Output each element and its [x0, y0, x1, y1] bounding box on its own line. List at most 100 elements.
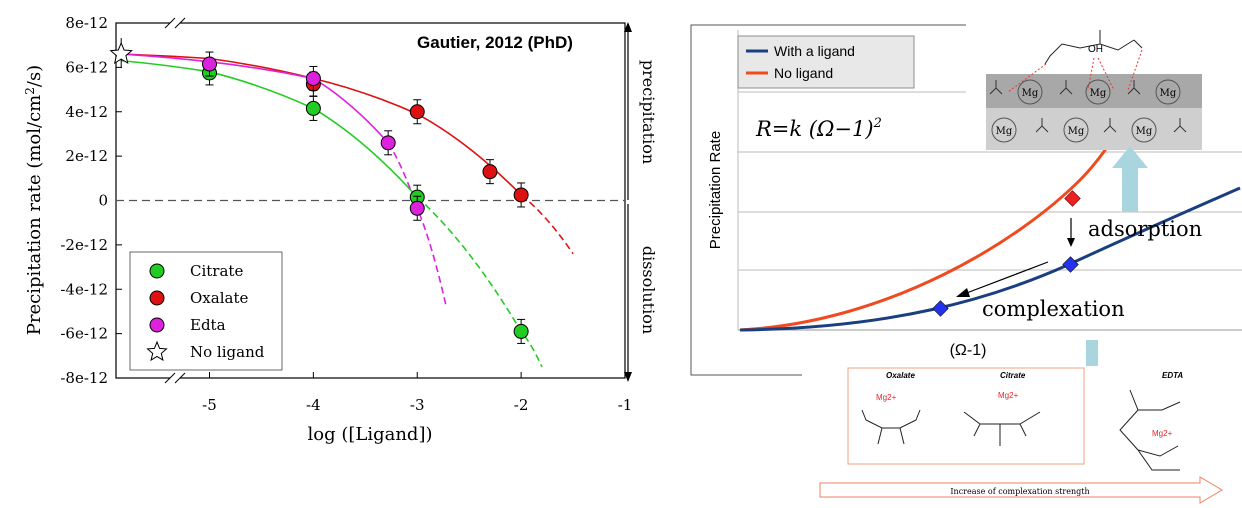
- top-break-mark: [164, 17, 176, 29]
- mg-ion: [1131, 117, 1157, 143]
- y-tick-label: 0: [98, 192, 108, 210]
- complexation-strength-label: Increase of complexation strength: [950, 487, 1089, 496]
- carbonate-group: [1173, 118, 1187, 133]
- y-tick-label: -8e-12: [60, 369, 108, 387]
- no-ligand-marker: [1064, 190, 1081, 207]
- carbonate-group: [1127, 80, 1141, 95]
- mg-ion: [991, 117, 1017, 143]
- no-ligand-point: [109, 41, 133, 65]
- dissolution-label: dissolution: [639, 246, 658, 334]
- y-tick-label: -6e-12: [60, 325, 108, 343]
- top-break-mark: [174, 17, 186, 29]
- legend-marker: [146, 340, 168, 362]
- citrate-point: [305, 100, 321, 116]
- legend-marker: [149, 290, 165, 306]
- bond-dashed: [1127, 49, 1143, 91]
- edta-skeleton: [1119, 389, 1181, 471]
- precipitation-arrowhead: [624, 22, 632, 32]
- oxalate-mg: Mg2+: [876, 393, 897, 402]
- adsorption-label: adsorption: [1088, 217, 1202, 241]
- precipitation-label: precipitation: [639, 60, 658, 164]
- citrate-skeleton: [963, 411, 1041, 446]
- x-tick-label: -2: [514, 396, 529, 414]
- chart-title: Gautier, 2012 (PhD): [417, 33, 573, 52]
- carbonate-group: [989, 80, 1003, 95]
- ligand-marker-adsorption: [1062, 256, 1079, 273]
- oxalate-point: [409, 104, 425, 120]
- mg-ion: [1155, 79, 1181, 105]
- oxalate-point: [482, 164, 498, 180]
- adsorbed-citrate-skeleton: [1044, 30, 1143, 65]
- complexation-arrow: [963, 261, 1049, 295]
- y-tick-label: 6e-12: [65, 58, 108, 76]
- y-tick-label: -4e-12: [60, 280, 108, 298]
- right-y-axis-label: Precipitation Rate: [707, 131, 724, 249]
- carbonate-group: [1035, 118, 1049, 133]
- y-tick-label: 8e-12: [65, 14, 108, 32]
- bond-dashed: [1097, 57, 1115, 91]
- edta-point: [201, 56, 217, 72]
- mg-ion-label: Mg: [996, 126, 1013, 137]
- mg-ion-label: Mg: [1136, 126, 1153, 137]
- right-x-axis-label: (Ω-1): [950, 342, 987, 359]
- adsorbed-citrate-oh: OH: [1088, 44, 1103, 55]
- complexation-label: complexation: [982, 297, 1125, 321]
- mg-ion-label: Mg: [1022, 88, 1039, 99]
- complexation-arrowhead: [956, 288, 970, 297]
- oxalate-point: [513, 187, 529, 203]
- oxalate-skeleton: [861, 409, 921, 445]
- fit-curve-extrapolated: [416, 196, 543, 368]
- with-ligand-curve: [739, 186, 1241, 332]
- x-axis-label: log ([Ligand]): [307, 424, 432, 445]
- x-tick-label: -3: [410, 396, 425, 414]
- carbonate-group: [1103, 118, 1117, 133]
- fit-curve: [121, 53, 389, 144]
- fit-curve: [121, 59, 418, 198]
- legend-with-ligand: With a ligand: [774, 43, 855, 59]
- carbonate-group: [1059, 80, 1073, 95]
- edta-point: [380, 135, 396, 151]
- edta-mg: Mg2+: [1152, 429, 1173, 438]
- legend-label: Oxalate: [190, 289, 248, 307]
- x-tick-label: -1: [618, 396, 633, 414]
- legend-label: No ligand: [190, 343, 265, 361]
- legend-marker: [149, 263, 165, 279]
- right-diagram: With a ligand No ligand R=k (Ω−1)2 adsor…: [690, 0, 1242, 508]
- mg-ion-label: Mg: [1160, 88, 1177, 99]
- y-tick-label: 4e-12: [65, 103, 108, 121]
- x-tick-label: -5: [202, 396, 217, 414]
- mg-ion: [1063, 117, 1089, 143]
- legend-label: Edta: [190, 316, 226, 334]
- citrate-label: Citrate: [1000, 371, 1026, 380]
- edta-label: EDTA: [1162, 371, 1183, 380]
- right-legend-box: [737, 35, 915, 89]
- fit-curve-extrapolated: [520, 194, 574, 255]
- citrate-point: [513, 323, 529, 339]
- bond-dashed: [1087, 57, 1095, 91]
- y-tick-label: 2e-12: [65, 147, 108, 165]
- dissolution-arrowhead: [624, 372, 632, 382]
- legend-label: Citrate: [190, 262, 243, 280]
- fit-curve-extrapolated: [387, 142, 448, 308]
- bottom-break-mark: [164, 372, 176, 384]
- adsorption-up-arrow: [1112, 146, 1148, 212]
- adsorption-arrowhead: [1067, 238, 1075, 247]
- ligand-marker-complexation: [932, 300, 949, 317]
- mg-ion: [1085, 79, 1111, 105]
- legend-marker: [149, 317, 165, 333]
- y-axis-label: Precipitation rate (mol/cm2/s): [23, 65, 45, 335]
- edta-point: [305, 70, 321, 86]
- bottom-break-mark: [174, 372, 186, 384]
- citrate-mg: Mg2+: [998, 391, 1019, 400]
- y-tick-label: -2e-12: [60, 236, 108, 254]
- legend-no-ligand: No ligand: [774, 65, 833, 81]
- mg-ion-label: Mg: [1090, 88, 1107, 99]
- mg-ion: [1017, 79, 1043, 105]
- structures-box: [847, 367, 1085, 465]
- formula: R=k (Ω−1)2: [755, 116, 882, 141]
- fit-curve: [121, 53, 522, 196]
- edta-point: [409, 200, 425, 216]
- x-tick-label: -4: [306, 396, 321, 414]
- mg-ion-label: Mg: [1068, 126, 1085, 137]
- oxalate-label: Oxalate: [886, 371, 915, 380]
